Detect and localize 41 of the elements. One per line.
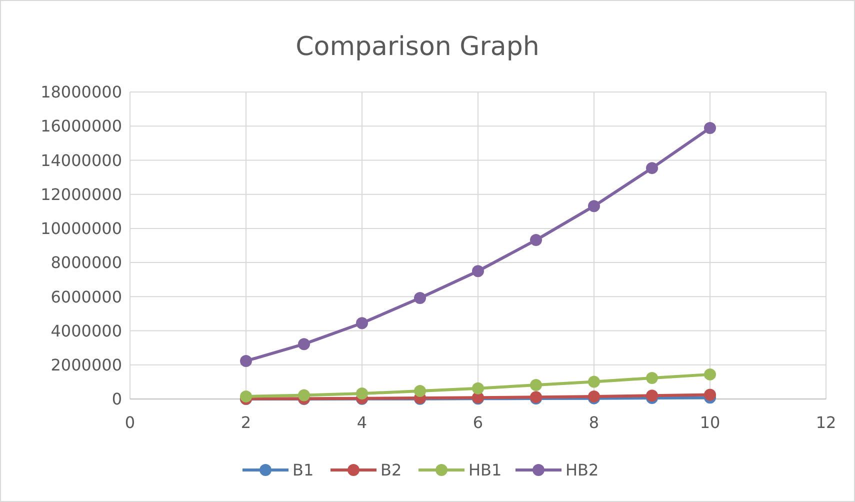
- point: [472, 382, 484, 394]
- point: [298, 338, 310, 350]
- point: [704, 122, 716, 134]
- y-tick-label: 18000000: [40, 82, 122, 102]
- point: [356, 317, 368, 330]
- y-tick-label: 16000000: [40, 116, 122, 136]
- point: [530, 379, 542, 392]
- point: [240, 354, 252, 367]
- legend-label: B2: [380, 460, 402, 480]
- y-tick-label: 2000000: [50, 355, 122, 374]
- legend-label: B1: [292, 460, 314, 480]
- point: [414, 292, 426, 304]
- y-tick-label: 10000000: [40, 219, 122, 238]
- point: [588, 200, 600, 212]
- y-tick-label: 8000000: [50, 253, 122, 272]
- x-tick-label: 8: [588, 413, 600, 432]
- point: [298, 389, 310, 402]
- point: [646, 372, 658, 384]
- x-tick-label: 2: [240, 413, 252, 432]
- point: [704, 388, 716, 401]
- point: [240, 390, 252, 402]
- point: [588, 376, 600, 388]
- x-tick-label: 6: [472, 413, 484, 432]
- x-tick-label: 12: [816, 413, 836, 432]
- x-tick-label: 0: [124, 413, 136, 432]
- legend-label: HB1: [468, 460, 502, 480]
- chart-title: Comparison Graph: [296, 32, 540, 62]
- legend-label: HB2: [566, 460, 599, 480]
- point: [704, 368, 716, 380]
- y-tick-label: 12000000: [40, 184, 122, 204]
- y-tick-label: 4000000: [50, 321, 122, 340]
- point: [356, 388, 368, 400]
- y-tick-label: 14000000: [40, 150, 122, 170]
- point: [472, 265, 484, 278]
- y-tick-label: 6000000: [50, 287, 122, 306]
- point: [414, 384, 426, 397]
- point: [530, 234, 542, 246]
- y-tick-label: 0: [112, 390, 122, 409]
- x-tick-label: 10: [700, 413, 720, 432]
- point: [646, 162, 658, 174]
- x-tick-label: 4: [356, 413, 368, 432]
